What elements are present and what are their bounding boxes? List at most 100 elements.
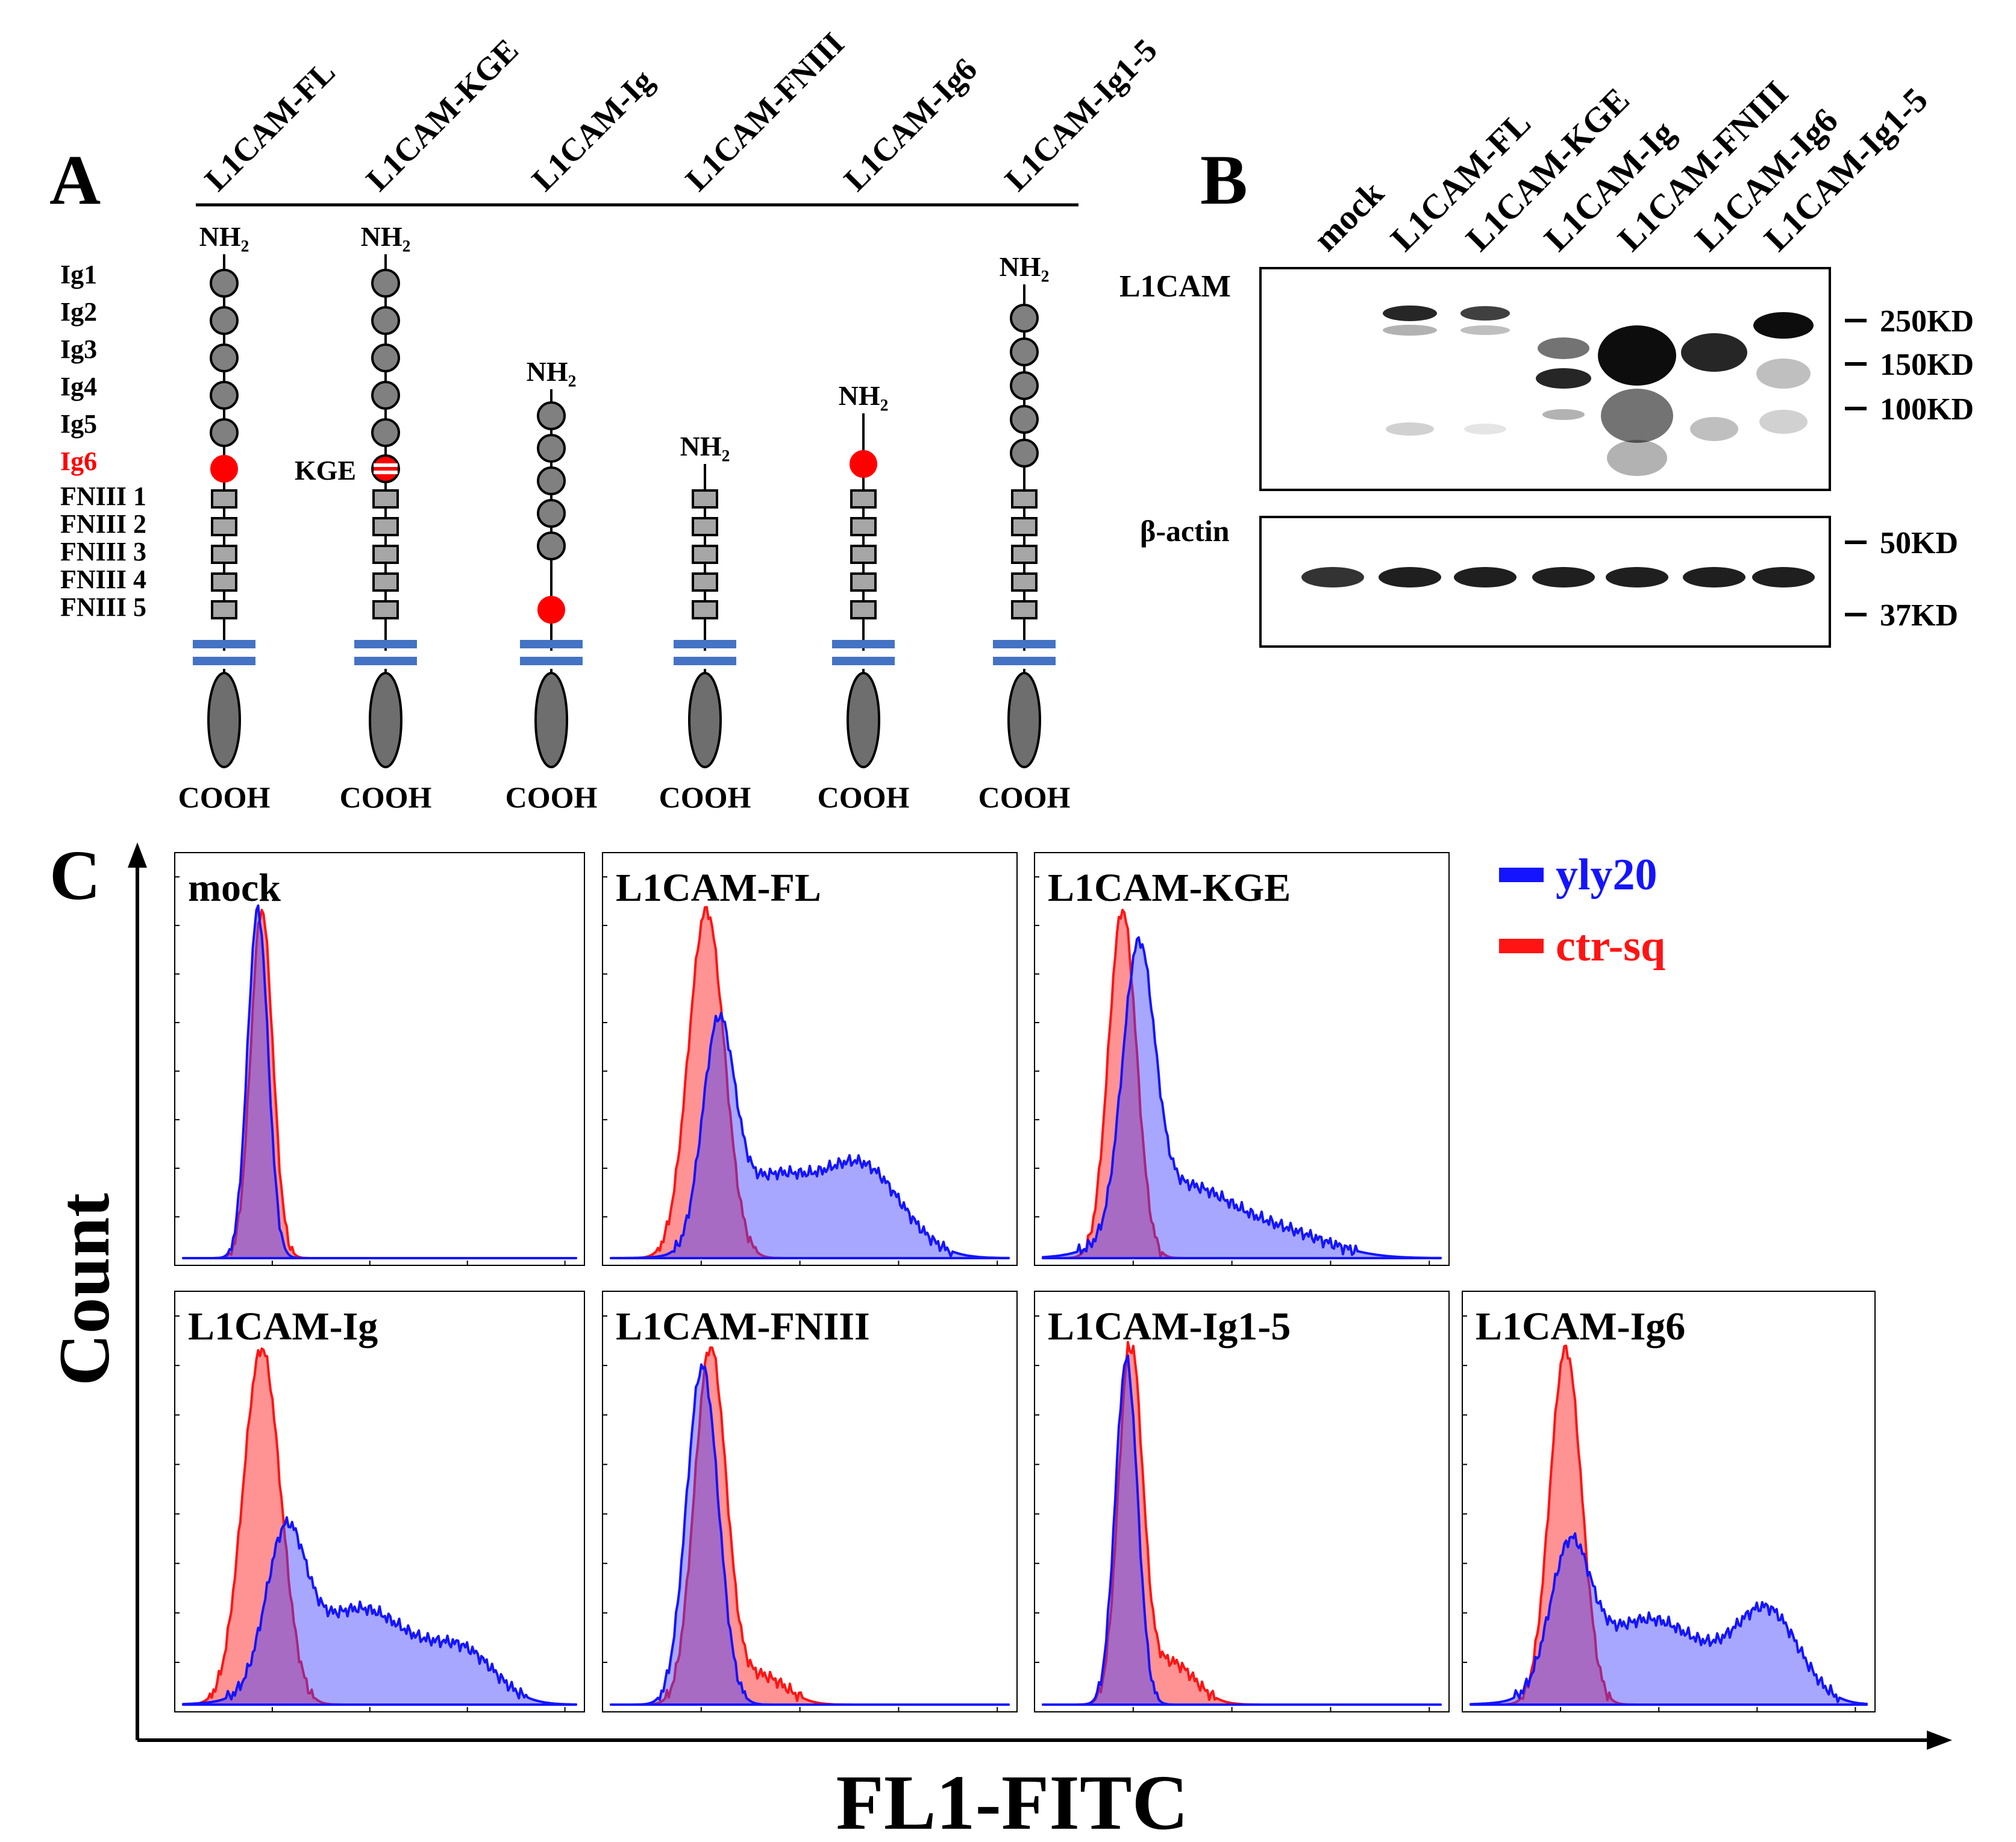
membrane-bar <box>993 640 1056 648</box>
histogram-yly20 <box>1042 1354 1442 1706</box>
histogram-title: L1CAM-Ig6 <box>1476 1305 1685 1349</box>
membrane-bar <box>832 657 895 665</box>
protein-band <box>1301 567 1364 587</box>
membrane-bar <box>674 640 736 648</box>
cytoplasmic-domain <box>847 672 880 768</box>
histogram-frame <box>174 852 585 1266</box>
fniii-domain <box>211 489 237 509</box>
protein-band <box>1756 359 1811 389</box>
construct-header: L1CAM-KGE <box>359 32 525 198</box>
ig-domain <box>371 381 400 410</box>
membrane-bar <box>520 640 583 648</box>
fniii-domain <box>850 545 877 564</box>
legend-swatch-ctr-sq <box>1499 939 1544 953</box>
fniii-domain <box>1011 572 1038 592</box>
fniii-domain <box>211 572 237 592</box>
n-terminus-label: NH₂ <box>1000 251 1050 282</box>
x-axis-label: FL1-FITC <box>836 1759 1189 1842</box>
ig-domain <box>537 499 566 528</box>
membrane-bar <box>993 657 1056 665</box>
fniii-domain <box>692 489 718 509</box>
mw-marker-label: 250KD <box>1880 304 1974 339</box>
construct-header: L1CAM-Ig6 <box>837 51 984 198</box>
ig-domain <box>1010 405 1039 434</box>
cytoplasmic-domain <box>207 672 241 768</box>
legend-label-ctr-sq: ctr-sq <box>1556 921 1665 971</box>
histogram-frame <box>1462 1291 1876 1712</box>
construct-header: L1CAM-Ig <box>525 63 660 198</box>
protein-band <box>1383 305 1437 321</box>
domain-label: FNIII 3 <box>60 537 146 566</box>
domain-label: FNIII 1 <box>60 481 146 511</box>
x-axis-arrowhead <box>1927 1731 1952 1750</box>
histogram-title: L1CAM-FNIII <box>616 1305 870 1349</box>
ig6-domain <box>210 455 238 483</box>
fniii-domain <box>372 545 399 564</box>
ig-domain <box>1010 304 1039 333</box>
histogram-yly20 <box>182 1516 577 1706</box>
fniii-domain <box>692 600 718 619</box>
ig6-domain <box>371 454 400 483</box>
protein-band <box>1379 567 1441 587</box>
panel-a-domain-diagram: L1CAM-FL L1CAM-KGE L1CAM-Ig L1CAM-FNIIIL1CA… <box>60 25 1164 814</box>
membrane-bar <box>354 657 417 665</box>
fniii-domain <box>372 489 399 509</box>
y-axis-arrowhead <box>128 842 147 868</box>
histogram-panel: L1CAM-FNIII <box>602 1291 1018 1712</box>
protein-band <box>1454 567 1517 587</box>
protein-band <box>1460 306 1510 321</box>
fniii-domain <box>692 545 718 564</box>
ig-domain <box>537 466 566 495</box>
n-terminus-label: NH₂ <box>361 221 411 252</box>
histogram-title: L1CAM-Ig1-5 <box>1048 1305 1291 1349</box>
blot-label-beta-actin: β-actin <box>1140 514 1230 548</box>
histogram-panel: L1CAM-Ig6 <box>1462 1291 1876 1712</box>
fniii-domain <box>372 572 399 592</box>
ig-domain <box>1010 439 1039 468</box>
histogram-title: L1CAM-FL <box>616 866 821 910</box>
c-terminus-label: COOH <box>659 780 751 814</box>
protein-band <box>1532 567 1595 587</box>
domain-label: FNIII 2 <box>60 509 146 539</box>
construct-header: L1CAM-FL <box>198 54 342 198</box>
ig-domain <box>210 418 239 447</box>
protein-band <box>1683 567 1745 587</box>
kge-mutation-label: KGE <box>295 455 356 486</box>
blot-label-l1cam: L1CAM <box>1119 269 1231 304</box>
construct-schematic: NH₂ COOH <box>978 251 1071 814</box>
n-terminus-label: NH₂ <box>199 221 249 252</box>
protein-band <box>1601 389 1673 443</box>
ig-domain <box>210 381 239 410</box>
fniii-domain <box>1011 489 1038 509</box>
fniii-domain <box>211 600 237 619</box>
ig6-domain <box>850 450 877 478</box>
fniii-domain <box>850 600 877 619</box>
protein-band <box>1753 312 1814 339</box>
histogram-panel: L1CAM-Ig1-5 <box>1034 1291 1450 1712</box>
c-terminus-label: COOH <box>818 780 910 814</box>
membrane-bar <box>674 657 736 665</box>
domain-label: FNIII 5 <box>60 592 146 622</box>
protein-band <box>1542 409 1585 420</box>
fniii-domain <box>850 489 877 509</box>
protein-band <box>1681 333 1747 372</box>
ig-domain <box>371 269 400 298</box>
ig-domain <box>1010 371 1039 400</box>
histogram-frame <box>602 1291 1018 1712</box>
fniii-domain <box>850 572 877 592</box>
ig-domain <box>210 269 239 298</box>
cytoplasmic-domain <box>1007 672 1041 768</box>
mw-marker-label: 100KD <box>1880 392 1974 427</box>
n-terminus-label: NH₂ <box>839 380 889 411</box>
histogram-frame <box>1034 1291 1450 1712</box>
membrane-bar <box>193 640 255 648</box>
membrane-bar <box>832 640 895 648</box>
c-terminus-label: COOH <box>178 780 271 814</box>
construct-header: L1CAM-Ig1-5 <box>998 32 1164 198</box>
histogram-frame <box>602 852 1018 1266</box>
c-terminus-label: COOH <box>340 780 432 814</box>
protein-band <box>1752 567 1815 587</box>
histogram-title: L1CAM-Ig <box>188 1305 378 1349</box>
domain-label: Ig1 <box>60 260 97 289</box>
